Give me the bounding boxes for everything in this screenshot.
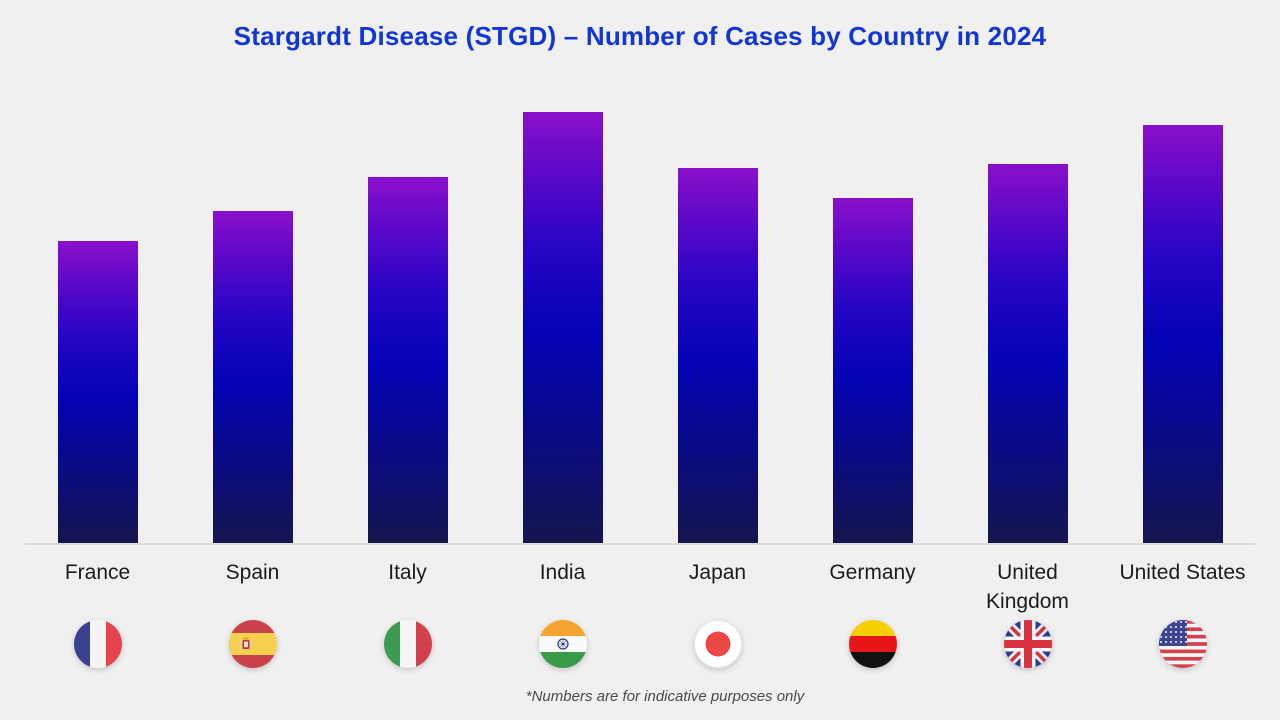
country-column-us: United States: [1105, 60, 1260, 668]
bar-uk: [987, 163, 1068, 543]
germany-flag-icon: [849, 620, 897, 668]
country-label: United States: [1119, 561, 1246, 584]
bar-germany: [832, 198, 913, 543]
india-flag-icon: [539, 620, 587, 668]
country-column-germany: Germany: [795, 60, 950, 668]
country-label: Germany: [829, 561, 916, 584]
country-column-france: France: [20, 60, 175, 668]
bar-italy: [367, 176, 448, 543]
country-label: France: [64, 561, 131, 584]
country-label: Spain: [225, 561, 280, 584]
country-label: Japan: [688, 561, 747, 584]
italy-flag-icon: [384, 620, 432, 668]
country-column-uk: United Kingdom: [950, 60, 1105, 668]
country-column-italy: Italy: [330, 60, 485, 668]
country-column-india: India: [485, 60, 640, 668]
bar-us: [1142, 124, 1223, 543]
bar-spain: [212, 211, 293, 543]
country-label: United Kingdom: [986, 561, 1069, 613]
japan-flag-icon: [694, 620, 742, 668]
united-kingdom-flag-icon: [1004, 620, 1052, 668]
united-states-flag-icon: [1159, 620, 1207, 668]
footnote: *Numbers are for indicative purposes onl…: [525, 688, 805, 705]
country-column-japan: Japan: [640, 60, 795, 668]
bar-india: [522, 112, 603, 543]
country-label: Italy: [388, 561, 427, 584]
x-axis-line: [25, 543, 1255, 545]
country-label: India: [539, 561, 586, 584]
bar-japan: [677, 168, 758, 543]
bar-chart: France Spain Italy: [0, 60, 1280, 668]
france-flag-icon: [74, 620, 122, 668]
country-column-spain: Spain: [175, 60, 330, 668]
bar-france: [57, 241, 138, 543]
chart-title: Stargardt Disease (STGD) – Number of Cas…: [233, 21, 1047, 51]
spain-flag-icon: [229, 620, 277, 668]
